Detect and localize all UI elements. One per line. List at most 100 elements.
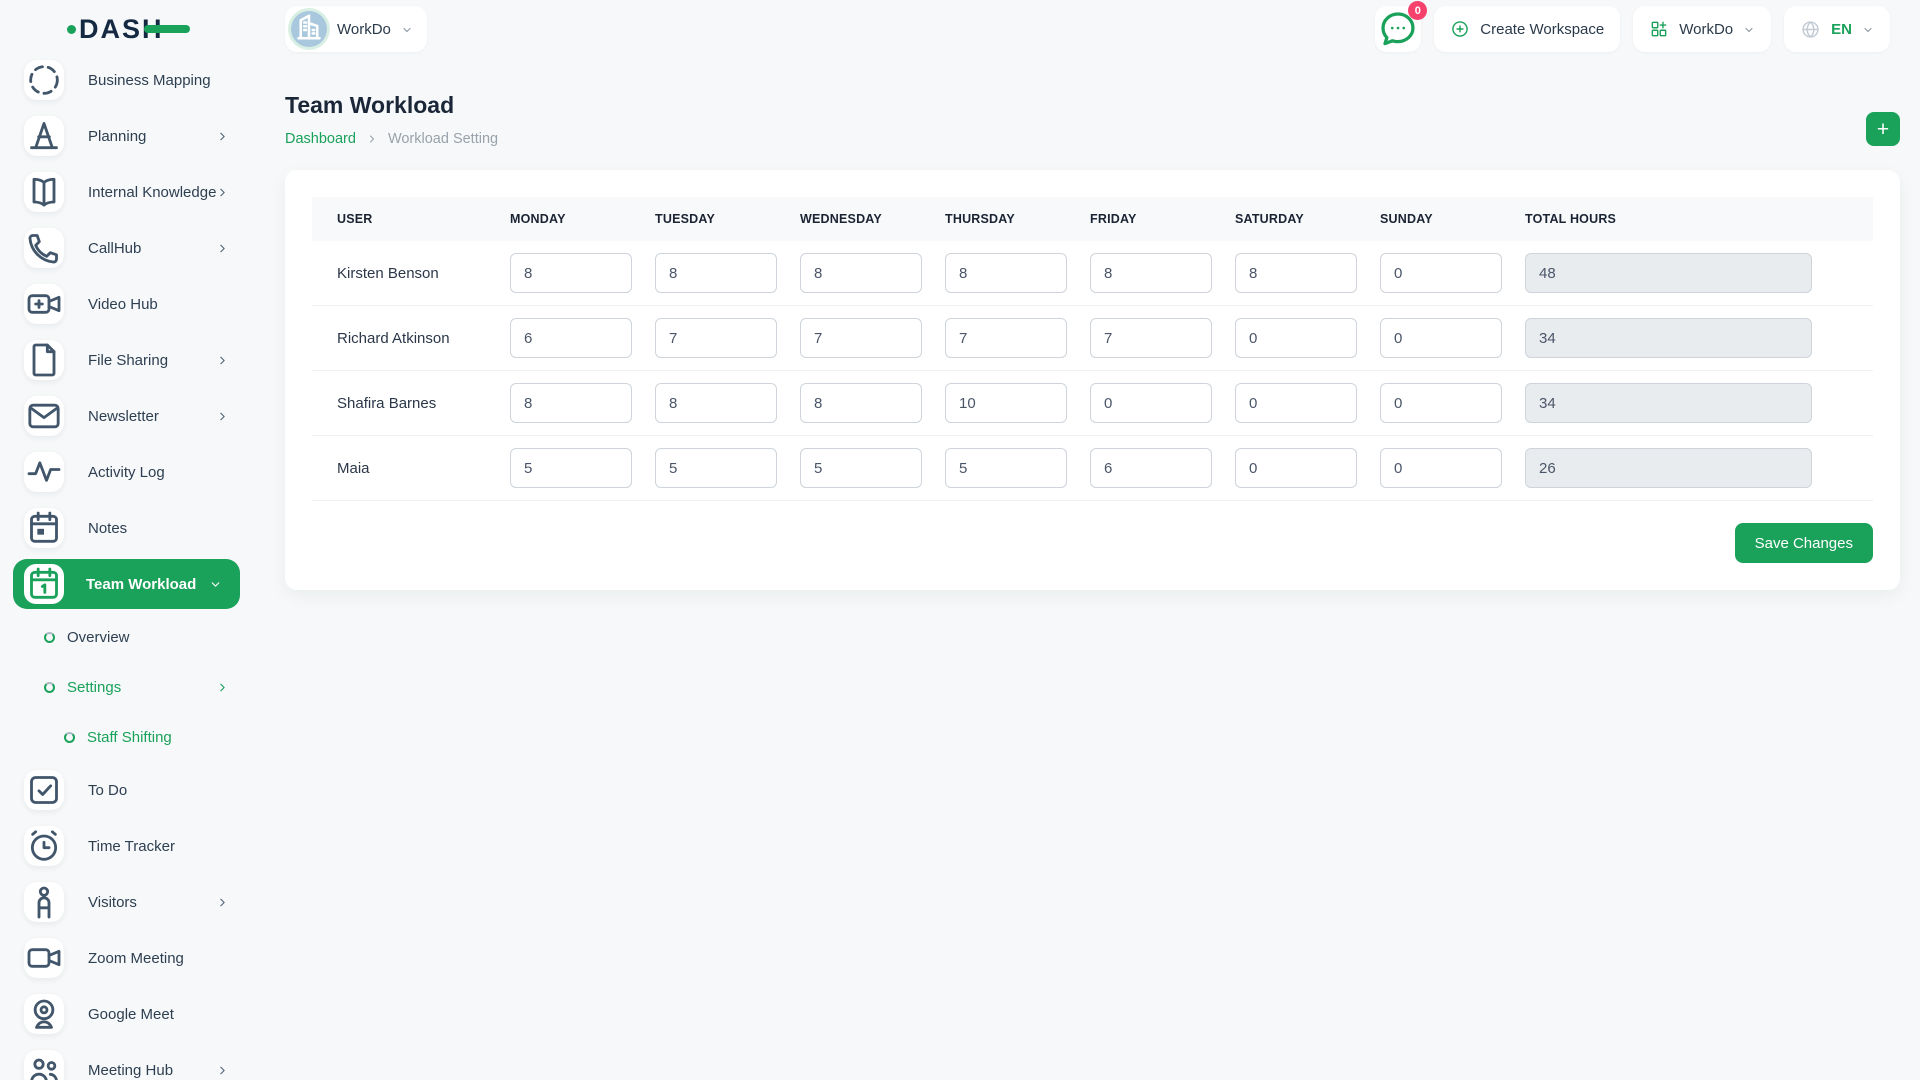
sidebar-item-label: Overview <box>67 628 130 646</box>
book-icon <box>24 172 64 212</box>
sidebar-item-callhub[interactable]: CallHub <box>0 220 255 276</box>
notifications-button[interactable]: 0 <box>1375 1 1428 52</box>
chevron-down-icon <box>401 23 413 35</box>
workspace-switcher[interactable]: WorkDo <box>285 6 427 52</box>
table-row: Shafira Barnes <box>312 370 1873 436</box>
top-right-controls: 0 Create Workspace WorkDo EN <box>1375 1 1890 52</box>
notes-icon <box>24 508 64 548</box>
hours-input-tuesday[interactable] <box>655 318 777 358</box>
create-workspace-button[interactable]: Create Workspace <box>1434 6 1621 52</box>
sidebar-item-zoom-meeting[interactable]: Zoom Meeting <box>0 930 255 986</box>
hours-input-thursday[interactable] <box>945 253 1067 293</box>
sidebar-item-label: Zoom Meeting <box>88 949 184 967</box>
sidebar-item-label: Business Mapping <box>88 71 211 89</box>
chat-icon <box>1375 6 1421 52</box>
sidebar-item-settings[interactable]: Settings <box>0 662 255 712</box>
sidebar-item-newsletter[interactable]: Newsletter <box>0 388 255 444</box>
sidebar-item-label: Meeting Hub <box>88 1061 174 1079</box>
sidebar-item-label: Activity Log <box>88 463 165 481</box>
logo-dot-icon <box>67 24 76 34</box>
sidebar-nav: Business Mapping Planning Internal Knowled… <box>0 58 255 1080</box>
sidebar-item-meeting-hub[interactable]: Meeting Hub <box>0 1042 255 1080</box>
column-header-sunday: SUNDAY <box>1380 197 1525 241</box>
chevron-right-icon <box>216 896 229 909</box>
total-hours-input <box>1525 253 1812 293</box>
workspace-menu-button[interactable]: WorkDo <box>1633 6 1772 52</box>
hours-input-wednesday[interactable] <box>800 448 922 488</box>
sidebar-item-google-meet[interactable]: Google Meet <box>0 986 255 1042</box>
sidebar-item-staff-shifting[interactable]: Staff Shifting <box>0 712 255 762</box>
hours-input-saturday[interactable] <box>1235 253 1357 293</box>
hours-input-monday[interactable] <box>510 383 632 423</box>
sidebar-item-to-do[interactable]: To Do <box>0 762 255 818</box>
hours-input-sunday[interactable] <box>1380 448 1502 488</box>
sidebar-item-notes[interactable]: Notes <box>0 500 255 556</box>
chevron-down-icon <box>209 578 222 591</box>
hours-input-tuesday[interactable] <box>655 448 777 488</box>
app-logo: DASH <box>67 14 255 45</box>
hours-input-monday[interactable] <box>510 448 632 488</box>
chevron-right-icon <box>216 354 229 367</box>
hours-input-friday[interactable] <box>1090 448 1212 488</box>
user-name: Richard Atkinson <box>337 329 450 347</box>
sidebar-item-label: Google Meet <box>88 1005 174 1023</box>
hours-input-thursday[interactable] <box>945 383 1067 423</box>
breadcrumb: Dashboard Workload Setting <box>285 131 498 147</box>
save-changes-button[interactable]: Save Changes <box>1734 523 1873 563</box>
business-mapping-icon <box>24 60 64 100</box>
hours-input-monday[interactable] <box>510 253 632 293</box>
chevron-right-icon <box>216 242 229 255</box>
hours-input-thursday[interactable] <box>945 318 1067 358</box>
plus-circle-icon <box>1450 19 1470 39</box>
hours-input-thursday[interactable] <box>945 448 1067 488</box>
hours-input-monday[interactable] <box>510 318 632 358</box>
hours-input-saturday[interactable] <box>1235 383 1357 423</box>
hours-input-sunday[interactable] <box>1380 383 1502 423</box>
hours-input-tuesday[interactable] <box>655 253 777 293</box>
hours-input-wednesday[interactable] <box>800 318 922 358</box>
sidebar-item-visitors[interactable]: Visitors <box>0 874 255 930</box>
hours-input-sunday[interactable] <box>1380 318 1502 358</box>
sidebar-item-overview[interactable]: Overview <box>0 612 255 662</box>
alarm-icon <box>24 826 64 866</box>
chevron-right-icon <box>216 410 229 423</box>
breadcrumb-dashboard-link[interactable]: Dashboard <box>285 131 356 147</box>
sidebar-item-team-workload[interactable]: Team Workload <box>13 559 240 609</box>
table-row: Kirsten Benson <box>312 241 1873 306</box>
hours-input-friday[interactable] <box>1090 253 1212 293</box>
hours-input-tuesday[interactable] <box>655 383 777 423</box>
chevron-down-icon <box>1743 23 1755 35</box>
sidebar-item-label: Planning <box>88 127 147 145</box>
sidebar-item-label: Staff Shifting <box>87 728 172 746</box>
sidebar-item-internal-knowledge[interactable]: Internal Knowledge <box>0 164 255 220</box>
sidebar-item-activity-log[interactable]: Activity Log <box>0 444 255 500</box>
column-header-total-hours: TOTAL HOURS <box>1525 197 1873 241</box>
hours-input-wednesday[interactable] <box>800 383 922 423</box>
breadcrumb-separator-icon <box>366 133 378 145</box>
hours-input-saturday[interactable] <box>1235 318 1357 358</box>
sidebar-item-label: Visitors <box>88 893 137 911</box>
globe-icon <box>1800 19 1821 40</box>
workspace-switcher-label: WorkDo <box>337 20 391 38</box>
sidebar-item-business-mapping[interactable]: Business Mapping <box>0 58 255 108</box>
hours-input-saturday[interactable] <box>1235 448 1357 488</box>
hours-input-friday[interactable] <box>1090 383 1212 423</box>
sidebar-item-planning[interactable]: Planning <box>0 108 255 164</box>
create-workspace-label: Create Workspace <box>1480 20 1605 38</box>
add-button[interactable]: + <box>1866 112 1900 146</box>
logo-dash-icon <box>143 25 190 33</box>
sidebar-item-time-tracker[interactable]: Time Tracker <box>0 818 255 874</box>
top-bar: DASH WorkDo 0 Create Workspace WorkDo <box>0 0 1920 58</box>
sidebar-item-label: Settings <box>67 678 122 696</box>
card-footer: Save Changes <box>312 523 1873 563</box>
hours-input-friday[interactable] <box>1090 318 1212 358</box>
workload-table: USER MONDAY TUESDAY WEDNESDAY THURSDAY FRIDAY… <box>312 197 1873 501</box>
user-name: Maia <box>337 459 370 477</box>
sidebar-item-video-hub[interactable]: Video Hub <box>0 276 255 332</box>
language-selector[interactable]: EN <box>1784 6 1890 52</box>
sidebar-item-file-sharing[interactable]: File Sharing <box>0 332 255 388</box>
webcam-icon <box>24 994 64 1034</box>
hours-input-wednesday[interactable] <box>800 253 922 293</box>
hours-input-sunday[interactable] <box>1380 253 1502 293</box>
